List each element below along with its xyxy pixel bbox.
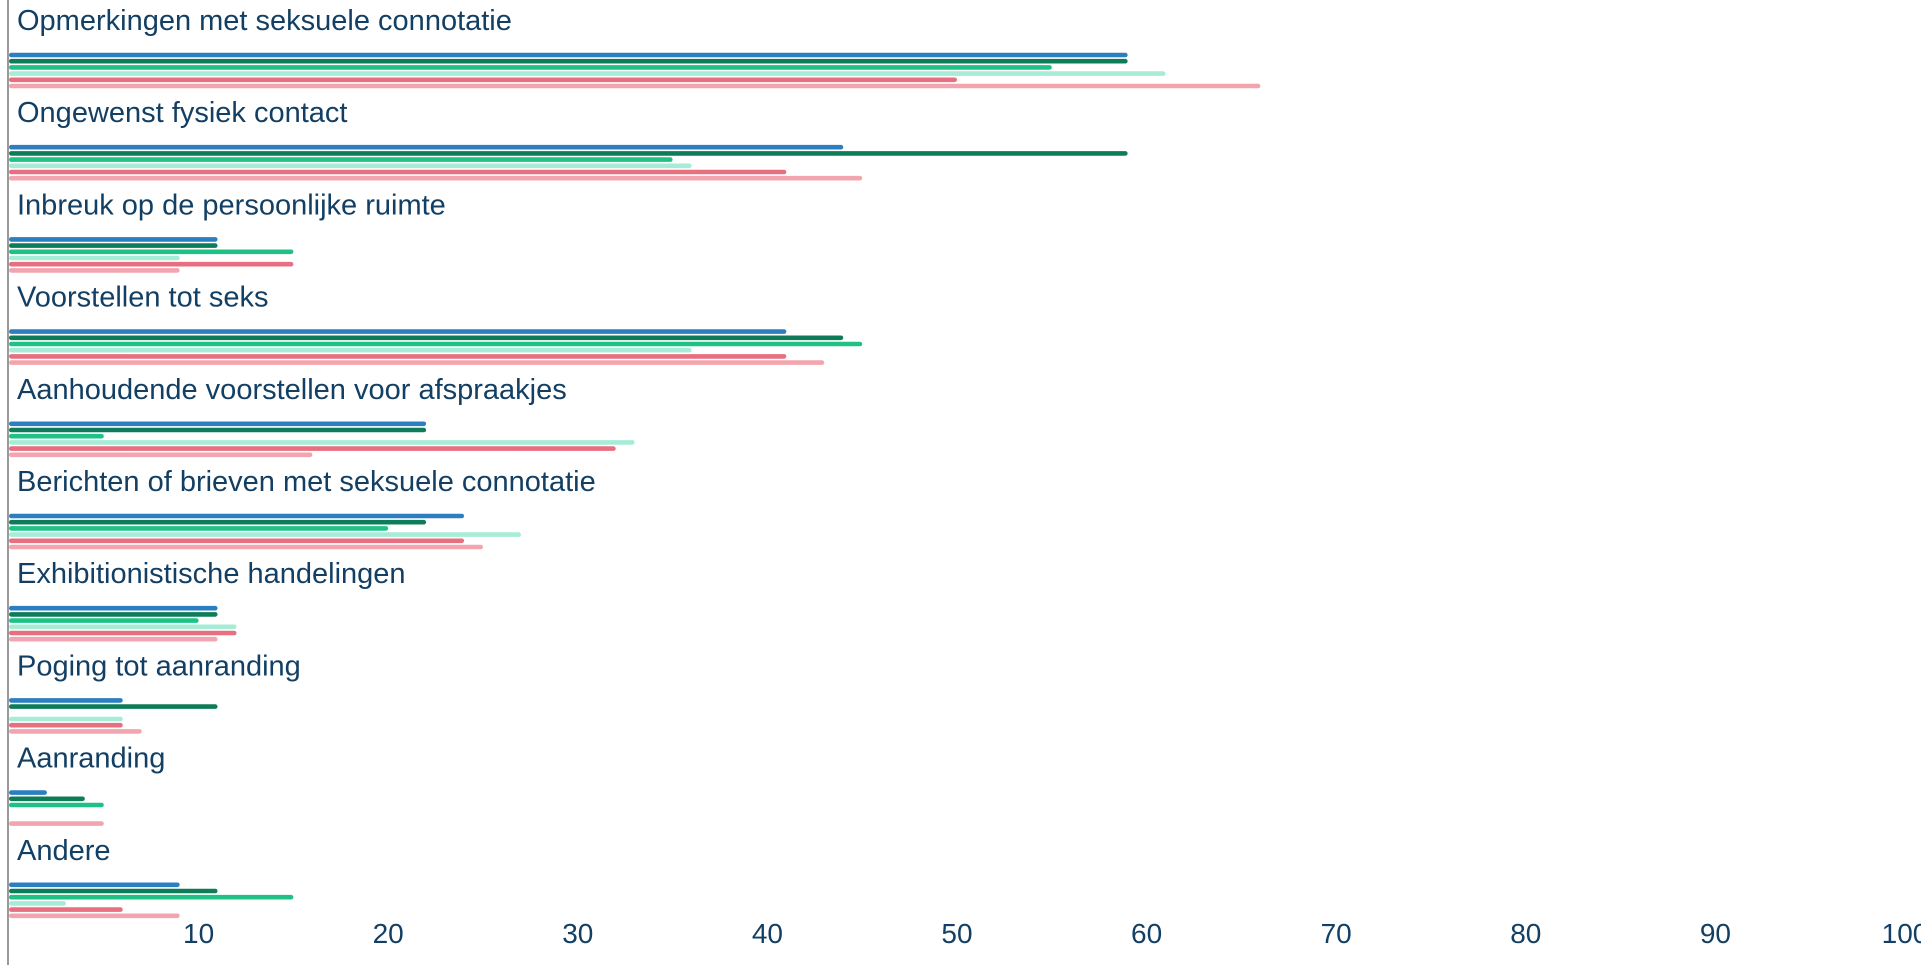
category-label: Poging tot aanranding — [17, 650, 301, 682]
bar — [9, 636, 218, 642]
bar — [9, 329, 787, 334]
bar — [9, 71, 1166, 76]
x-tick-label: 30 — [562, 918, 593, 949]
bar — [9, 243, 218, 248]
bar — [9, 605, 218, 611]
bar — [9, 913, 180, 919]
bar — [9, 427, 427, 433]
category-label: Andere — [17, 835, 111, 867]
bar — [9, 790, 47, 795]
category-label: Exhibitionistische handelingen — [17, 558, 406, 590]
bars-layer — [9, 52, 1261, 919]
bar — [9, 704, 218, 709]
bar — [9, 532, 521, 537]
category-label: Aanranding — [17, 743, 165, 775]
bar — [9, 360, 825, 365]
category-label: Aanhoudende voorstellen voor afspraakjes — [17, 374, 567, 406]
x-axis-ticks-layer: 10 20 30 40 50 60 70 80 90 100 — [183, 918, 1921, 949]
bar — [9, 175, 863, 181]
x-tick-label: 70 — [1321, 918, 1352, 949]
bar — [9, 335, 844, 341]
bar — [9, 83, 1261, 89]
bar — [9, 698, 123, 703]
bar — [9, 58, 1128, 64]
bar — [9, 261, 294, 267]
bar — [9, 452, 313, 458]
bar — [9, 169, 787, 175]
bar — [9, 151, 1128, 156]
bar — [9, 65, 1052, 70]
bar — [9, 77, 957, 83]
bar — [9, 433, 104, 439]
bar — [9, 144, 844, 150]
bar — [9, 237, 218, 242]
category-label: Ongewenst fysiek contact — [17, 97, 347, 129]
bar — [9, 538, 465, 544]
x-tick-label: 40 — [752, 918, 783, 949]
bar — [9, 796, 85, 802]
x-tick-label: 10 — [183, 918, 214, 949]
x-tick-label: 20 — [373, 918, 404, 949]
bar — [9, 612, 218, 617]
bar — [9, 907, 123, 912]
bar — [9, 630, 237, 636]
bar — [9, 157, 673, 162]
bar — [9, 446, 616, 451]
x-tick-label: 90 — [1700, 918, 1731, 949]
category-label: Berichten of brieven met seksuele connot… — [17, 466, 596, 498]
bar — [9, 716, 123, 722]
bar — [9, 802, 104, 808]
bar — [9, 440, 635, 445]
category-labels-layer: Opmerkingen met seksuele connotatie Ongew… — [17, 5, 596, 867]
category-label: Opmerkingen met seksuele connotatie — [17, 5, 512, 37]
bar — [9, 526, 389, 531]
bar — [9, 347, 692, 353]
bar — [9, 513, 465, 519]
bar — [9, 341, 863, 347]
bar — [9, 821, 104, 826]
x-tick-label: 80 — [1510, 918, 1541, 949]
bar — [9, 421, 427, 427]
bar — [9, 618, 199, 623]
bar — [9, 354, 787, 359]
bar — [9, 882, 180, 888]
x-tick-label: 100 — [1882, 918, 1921, 949]
bar — [9, 544, 483, 550]
bar — [9, 52, 1128, 58]
bar — [9, 894, 294, 900]
category-label: Voorstellen tot seks — [17, 282, 268, 314]
bar — [9, 722, 123, 728]
bar — [9, 519, 427, 525]
bar — [9, 729, 142, 734]
bar — [9, 268, 180, 273]
bar — [9, 624, 237, 630]
bar — [9, 249, 294, 255]
x-tick-label: 60 — [1131, 918, 1162, 949]
bar — [9, 255, 180, 261]
x-tick-label: 50 — [941, 918, 972, 949]
bar — [9, 901, 66, 906]
bar — [9, 888, 218, 894]
category-label: Inbreuk op de persoonlijke ruimte — [17, 189, 446, 221]
bar — [9, 163, 692, 169]
